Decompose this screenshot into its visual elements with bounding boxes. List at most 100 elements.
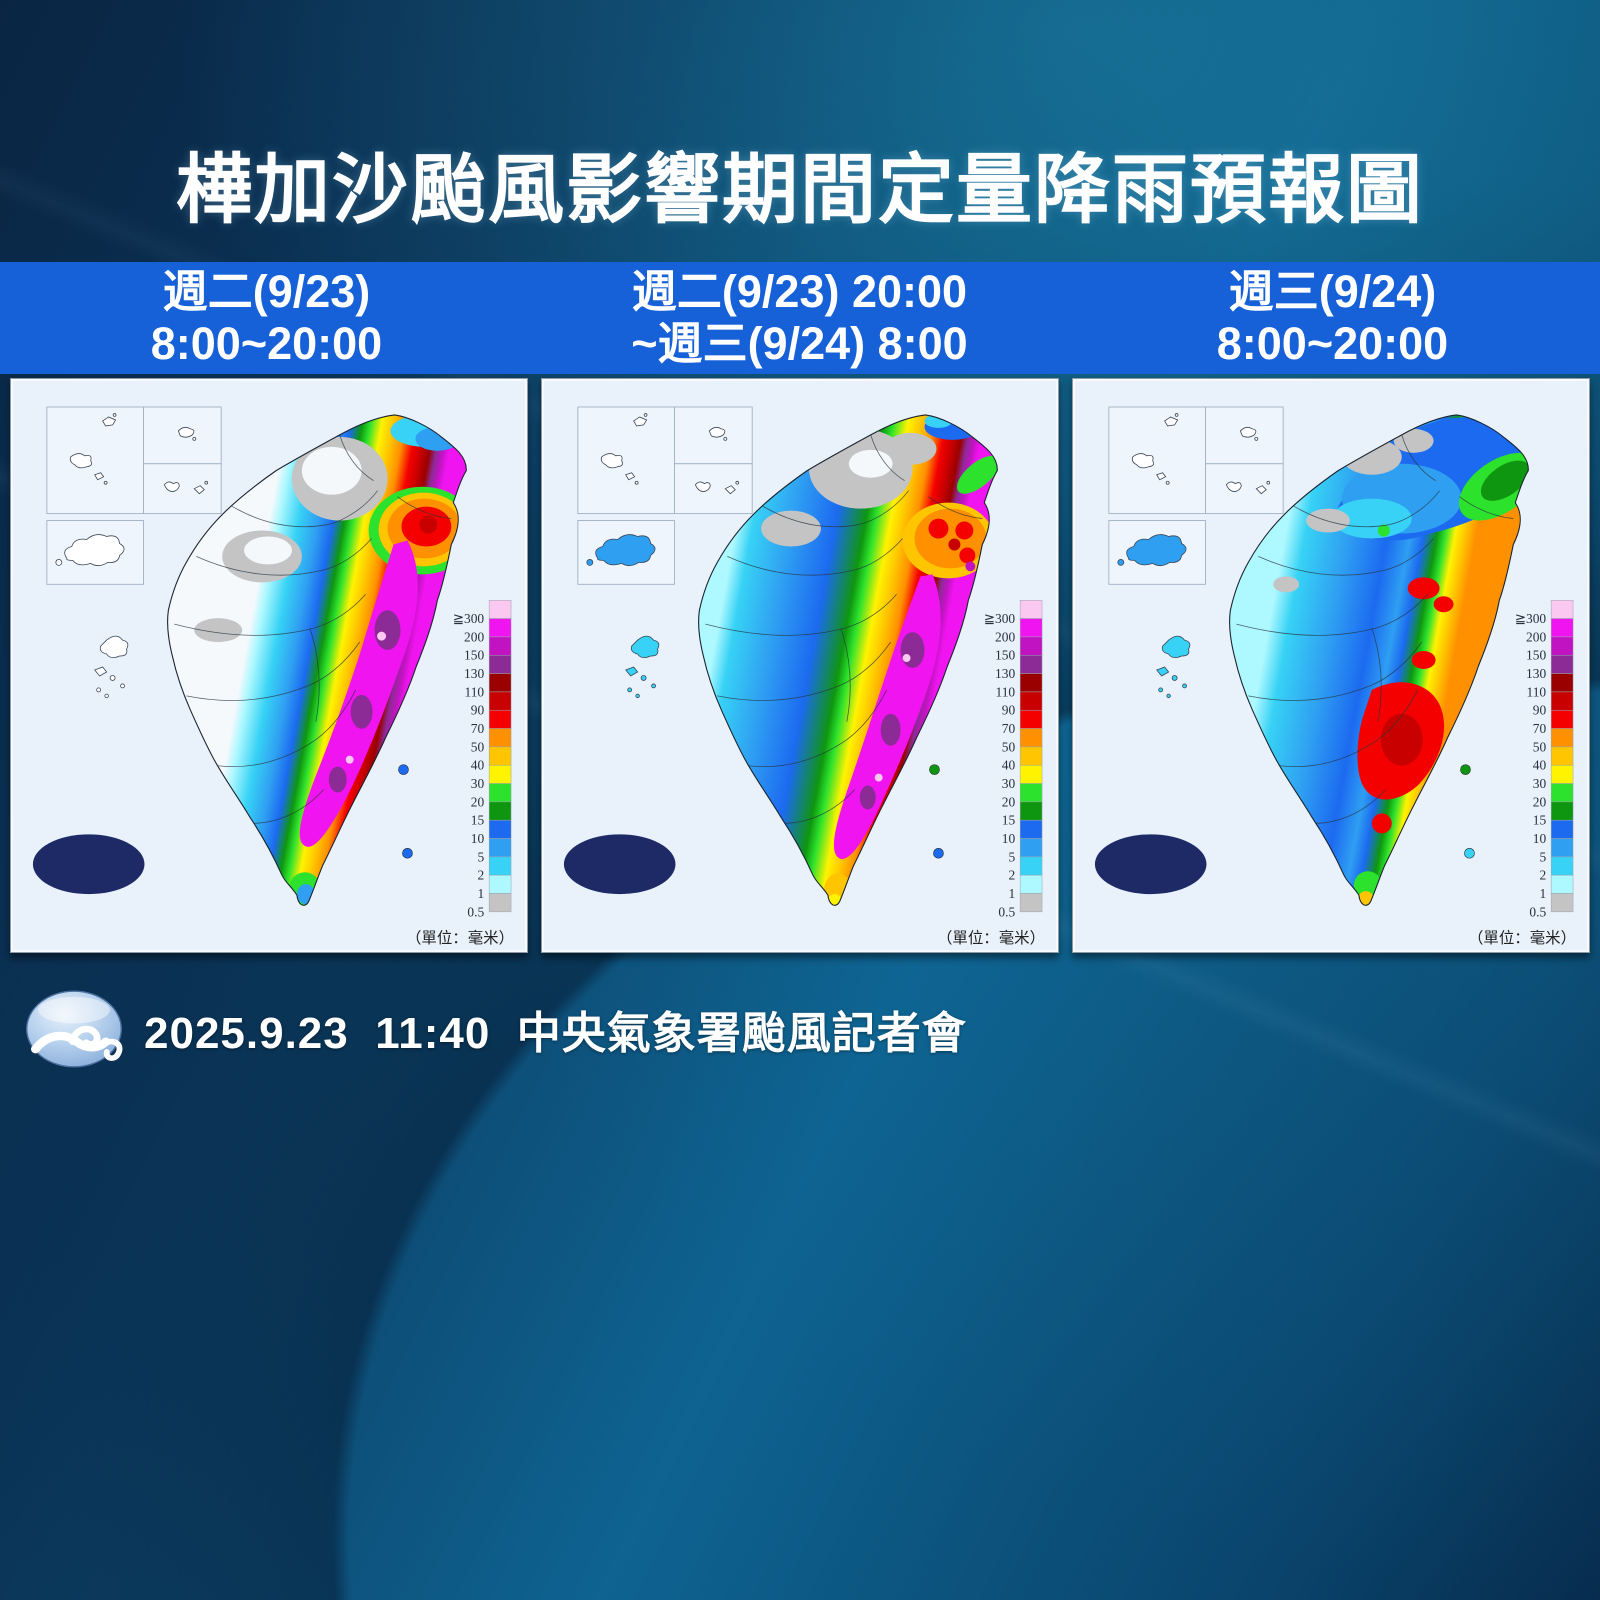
legend-swatch xyxy=(488,764,512,784)
panel-tuesday-day: ≧300 200 150 130 110 90 70 50 40 30 20 15 10 5 2 1 0.5 （… xyxy=(10,378,528,953)
legend-swatch xyxy=(488,600,512,619)
cwa-logo-icon xyxy=(1094,834,1207,895)
legend-label: 150 xyxy=(995,648,1015,663)
legend-label: ≧300 xyxy=(453,611,485,626)
footer: 2025.9.23 11:40 中央氣象署颱風記者會 xyxy=(22,985,967,1073)
legend-label: 5 xyxy=(477,849,484,864)
legend-swatch xyxy=(1550,673,1574,693)
legend-swatch xyxy=(1019,673,1043,693)
legend-label: 1 xyxy=(1008,886,1015,901)
inset-box-islands-3 xyxy=(1205,463,1284,515)
column-header-3: 週三(9/24) 8:00~20:00 xyxy=(1066,266,1599,370)
column-1-line-1: 週二(9/23) xyxy=(162,266,371,317)
legend-swatch xyxy=(1550,746,1574,766)
legend-swatch xyxy=(1550,783,1574,803)
legend-label: 50 xyxy=(471,739,485,754)
legend-label: 150 xyxy=(464,648,484,663)
legend-label: 130 xyxy=(1526,666,1546,681)
legend-swatch xyxy=(1019,893,1043,913)
panel-wednesday-day: ≧300 200 150 130 110 90 70 50 40 30 20 15 10 5 2 1 0.5 （… xyxy=(1072,378,1590,953)
legend-label: 110 xyxy=(464,684,484,699)
legend-swatch xyxy=(1019,618,1043,638)
legend-swatch xyxy=(488,691,512,711)
legend-swatch xyxy=(1550,893,1574,913)
cwa-logo-icon xyxy=(32,834,145,895)
legend-swatch xyxy=(488,673,512,693)
legend-label: 30 xyxy=(1002,776,1016,791)
cwa-glossy-logo-icon xyxy=(26,990,126,1068)
legend-swatch xyxy=(1550,636,1574,656)
legend-swatch xyxy=(1019,819,1043,839)
rain-map-wednesday-day: ≧300 200 150 130 110 90 70 50 40 30 20 15 10 5 2 1 0.5 （… xyxy=(1094,406,1576,947)
footer-caption: 2025.9.23 11:40 中央氣象署颱風記者會 xyxy=(144,1009,967,1058)
column-header-2: 週二(9/23) 20:00 ~週三(9/24) 8:00 xyxy=(533,266,1066,370)
penghu-islands xyxy=(626,636,659,698)
legend-swatch xyxy=(1019,728,1043,748)
penghu-islands xyxy=(1157,636,1190,698)
legend-swatch xyxy=(1550,618,1574,638)
legend-swatch xyxy=(488,746,512,766)
legend-swatch xyxy=(488,819,512,839)
legend-label: 70 xyxy=(1002,721,1016,736)
legend-label: 20 xyxy=(1533,794,1547,809)
rain-contour-overlays xyxy=(194,414,467,906)
cwa-logo-icon xyxy=(563,834,676,895)
legend-label: 130 xyxy=(995,666,1015,681)
rainfall-legend: ≧300 200 150 130 110 90 70 50 40 30 20 15 10 5 2 1 0.5 xyxy=(1515,600,1574,919)
legend-swatch xyxy=(488,874,512,894)
legend-label: 200 xyxy=(995,629,1015,644)
column-header-1: 週二(9/23) 8:00~20:00 xyxy=(0,266,533,370)
inset-box-matsu xyxy=(1108,406,1206,515)
legend-label: 10 xyxy=(1533,831,1547,846)
offshore-islets xyxy=(1460,764,1475,859)
legend-swatch xyxy=(1550,764,1574,784)
legend-label: 0.5 xyxy=(998,904,1015,919)
legend-label: 130 xyxy=(464,666,484,681)
legend-swatch xyxy=(488,893,512,913)
legend-swatch xyxy=(1550,856,1574,876)
column-2-line-1: 週二(9/23) 20:00 xyxy=(631,266,968,317)
legend-swatch xyxy=(488,709,512,729)
column-3-line-1: 週三(9/24) xyxy=(1228,266,1437,317)
legend-swatch xyxy=(1019,746,1043,766)
legend-swatch xyxy=(488,801,512,821)
legend-swatch xyxy=(488,636,512,656)
legend-label: 2 xyxy=(1008,868,1015,883)
offshore-islets xyxy=(929,764,944,859)
legend-label: 110 xyxy=(1526,684,1546,699)
legend-swatch xyxy=(488,856,512,876)
legend-label: 15 xyxy=(1002,813,1016,828)
rainfall-legend: ≧300 200 150 130 110 90 70 50 40 30 20 15 10 5 2 1 0.5 xyxy=(453,600,512,919)
legend-swatch xyxy=(1550,600,1574,619)
legend-swatch xyxy=(1019,764,1043,784)
rain-map-tuesday-night: ≧300 200 150 130 110 90 70 50 40 30 20 15 10 5 2 1 0.5 （… xyxy=(563,406,1045,947)
inset-box-islands-3 xyxy=(143,463,222,515)
legend-label: 50 xyxy=(1002,739,1016,754)
legend-swatch xyxy=(1019,636,1043,656)
legend-label: 10 xyxy=(471,831,485,846)
inset-boxes xyxy=(46,406,222,698)
inset-box-matsu xyxy=(46,406,144,515)
legend-label: ≧300 xyxy=(1515,611,1547,626)
legend-swatch xyxy=(1019,838,1043,858)
unit-label: （單位：毫米） xyxy=(937,928,1045,947)
header-band: 週二(9/23) 8:00~20:00 週二(9/23) 20:00 ~週三(9… xyxy=(0,262,1600,374)
legend-label: 1 xyxy=(1539,886,1546,901)
legend-label: 0.5 xyxy=(467,904,484,919)
legend-swatch xyxy=(1019,709,1043,729)
legend-label: 200 xyxy=(464,629,484,644)
legend-label: 40 xyxy=(1002,758,1016,773)
legend-swatch xyxy=(1019,856,1043,876)
rain-map-tuesday-day: ≧300 200 150 130 110 90 70 50 40 30 20 15 10 5 2 1 0.5 （… xyxy=(32,406,514,947)
inset-boxes xyxy=(577,406,753,698)
legend-label: 110 xyxy=(995,684,1015,699)
legend-label: 15 xyxy=(471,813,485,828)
map-panels-row: ≧300 200 150 130 110 90 70 50 40 30 20 15 10 5 2 1 0.5 （… xyxy=(10,378,1590,953)
legend-label: 40 xyxy=(1533,758,1547,773)
legend-swatch xyxy=(1019,654,1043,674)
legend-swatch xyxy=(1550,654,1574,674)
column-1-line-2: 8:00~20:00 xyxy=(150,318,383,369)
legend-label: 90 xyxy=(1002,703,1016,718)
column-2-line-2: ~週三(9/24) 8:00 xyxy=(631,318,968,369)
rainfall-legend: ≧300 200 150 130 110 90 70 50 40 30 20 15 10 5 2 1 0.5 xyxy=(984,600,1043,919)
